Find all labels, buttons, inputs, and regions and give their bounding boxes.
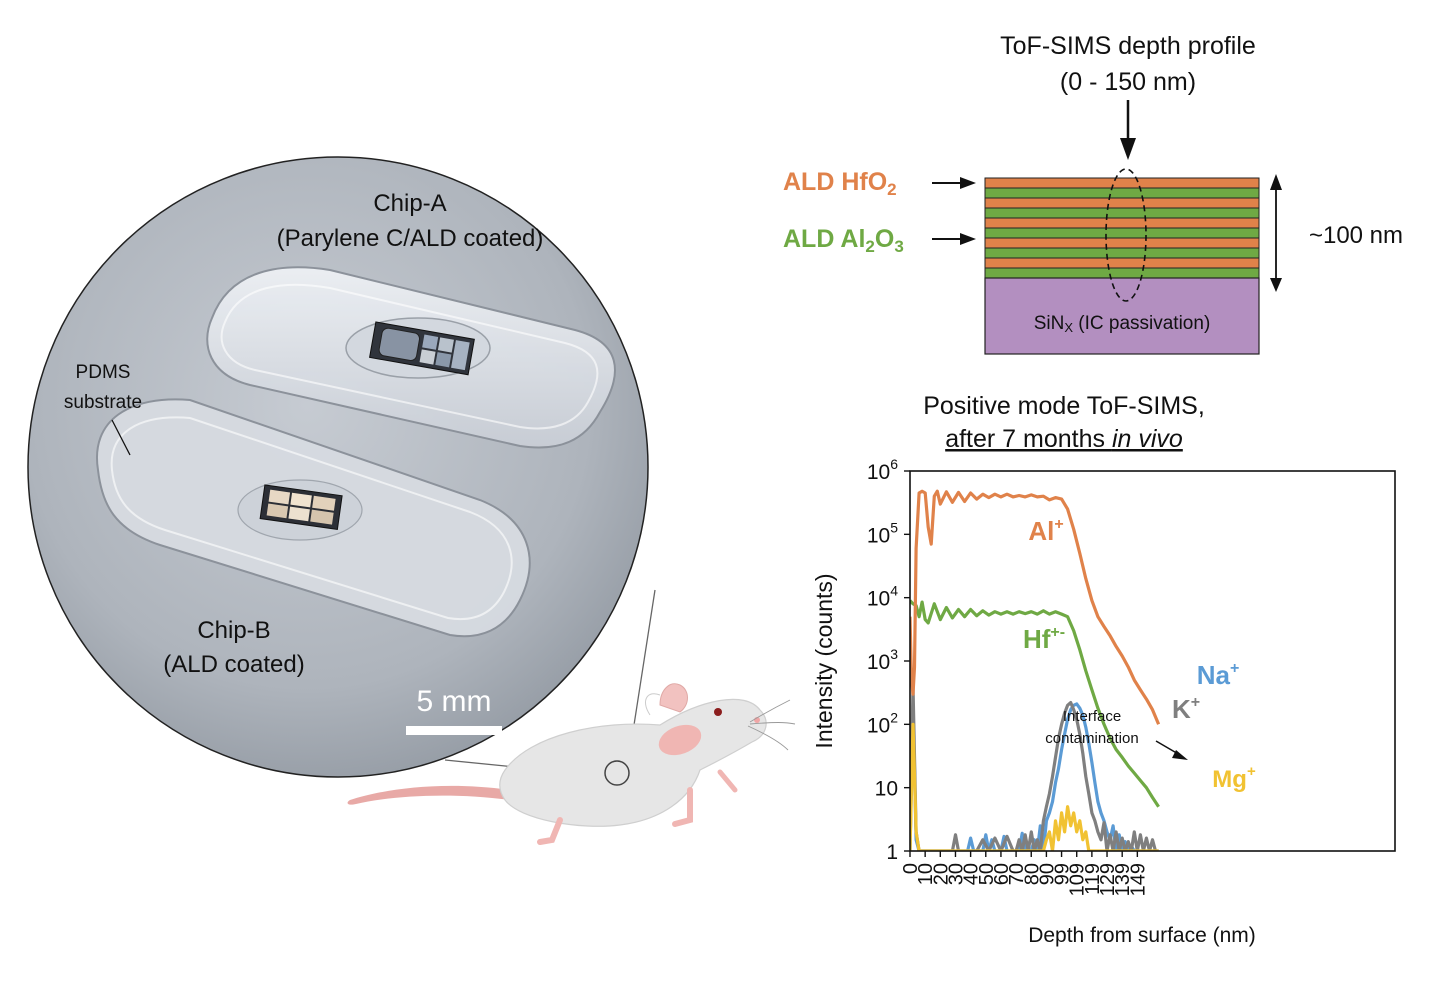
annotation-line2: contamination (1045, 730, 1138, 747)
implant-site-marker (604, 760, 630, 786)
sinx-layer (984, 277, 1260, 355)
pdms-leader-line (111, 419, 131, 456)
layer-stack-schematic: ToF-SIMS depth profile (0 - 150 nm) SiNX… (783, 32, 1403, 355)
analysis-region (1105, 168, 1147, 302)
al2o3-label: ALD Al2O3 (783, 225, 904, 256)
x-tick-label: 60 (991, 863, 1013, 885)
x-axis-label: Depth from surface (nm) (1028, 924, 1256, 947)
x-tick-label: 99 (1052, 863, 1074, 885)
scale-bar: 5 mm (406, 685, 502, 735)
series-label-na: Na+ (1197, 660, 1240, 690)
chip-a-device (206, 266, 616, 449)
annotation-arrowhead (1172, 750, 1188, 760)
thickness-arrow (1270, 174, 1282, 292)
x-tick-label: 50 (976, 863, 998, 885)
ald-layers (984, 177, 1260, 279)
sinx-label: SiNX (IC passivation) (1034, 313, 1211, 335)
x-tick-label: 10 (915, 863, 937, 885)
x-tick-label: 80 (1021, 863, 1043, 885)
probe-arrow (1120, 100, 1136, 160)
series-line-hf (910, 599, 1160, 808)
chip-b-die (259, 484, 343, 530)
chip-a-note: (Parylene C/ALD coated) (277, 225, 544, 252)
chip-a-name: Chip-A (373, 190, 446, 217)
series-label-hf: Hf+- (1023, 624, 1065, 654)
series-line-k (910, 684, 1159, 851)
chip-b-device (95, 398, 531, 638)
x-tick-label: 90 (1036, 863, 1058, 885)
annotation-line1: Interface (1063, 708, 1121, 725)
series-label-al: Al+ (1028, 516, 1063, 546)
y-tick-label: 103 (867, 646, 898, 674)
x-tick-label: 109 (1067, 863, 1089, 896)
x-tick-label: 0 (900, 863, 922, 874)
series-line-al (910, 489, 1161, 725)
device-photo: Chip-A (Parylene C/ALD coated) Chip-B (A… (27, 156, 649, 778)
x-tick-label: 139 (1112, 863, 1134, 896)
x-tick-label: 70 (1006, 863, 1028, 885)
chart-title-line1: Positive mode ToF-SIMS, (923, 392, 1205, 420)
x-tick-label: 149 (1127, 863, 1149, 896)
y-tick-label: 10 (875, 778, 898, 801)
series-line-mg (910, 722, 1159, 851)
scale-bar-label: 5 mm (417, 685, 492, 718)
series-labels: Al+ Hf+- Na+ K+ Mg+ (1023, 516, 1256, 793)
chart-title-line2: after 7 months in vivo (945, 425, 1183, 453)
stack-title-line1: ToF-SIMS depth profile (1000, 32, 1256, 60)
series-label-mg: Mg+ (1212, 763, 1256, 793)
x-tick-label: 119 (1082, 863, 1104, 895)
x-tick-label: 40 (961, 863, 983, 885)
series-label-k: K+ (1172, 694, 1200, 724)
series-layer (910, 489, 1161, 851)
chip-b-note: (ALD coated) (163, 651, 304, 678)
y-tick-label: 1 (886, 841, 898, 864)
interface-annotation: Interface contamination (1045, 708, 1188, 760)
hfo2-arrow (932, 177, 976, 189)
stack-title-line2: (0 - 150 nm) (1060, 68, 1196, 96)
series-line-na (910, 702, 1159, 851)
mouse-illustration (347, 683, 796, 845)
thickness-label: ~100 nm (1309, 222, 1403, 249)
x-tick-label: 30 (946, 863, 968, 885)
chart-title: Positive mode ToF-SIMS, after 7 months i… (923, 392, 1205, 453)
y-tick-label: 105 (867, 519, 898, 547)
y-tick-label: 102 (867, 709, 898, 737)
plot-frame (909, 470, 1396, 852)
al2o3-arrow (932, 233, 976, 245)
chip-a-die (369, 321, 475, 376)
chip-b-name: Chip-B (197, 617, 270, 644)
pdms-label-line2: substrate (64, 392, 142, 413)
hfo2-label: ALD HfO2 (783, 168, 897, 199)
pdms-label-line1: PDMS (76, 362, 131, 383)
x-tick-label: 129 (1097, 863, 1119, 896)
y-tick-label: 106 (867, 456, 898, 484)
x-tick-label: 20 (930, 863, 952, 885)
y-axis-label: Intensity (counts) (811, 573, 837, 748)
y-tick-label: 104 (867, 583, 898, 611)
